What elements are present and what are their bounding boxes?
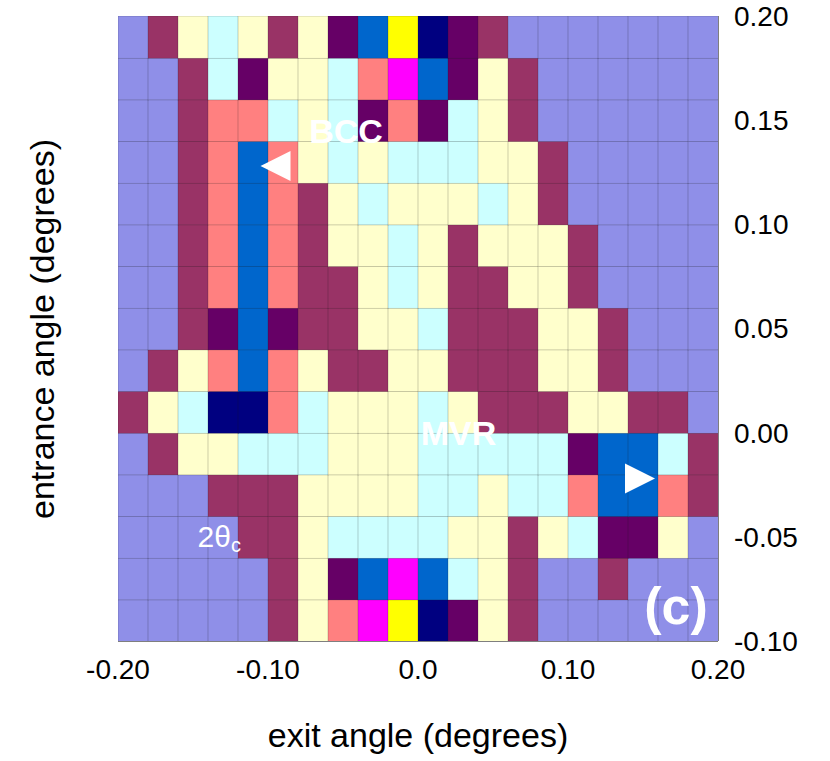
svg-text:-0.05: -0.05 [734,522,798,553]
svg-text:0.10: 0.10 [734,209,789,240]
svg-text:0.0: 0.0 [399,654,438,685]
svg-text:-0.20: -0.20 [86,654,150,685]
svg-text:0.15: 0.15 [734,105,789,136]
html-text:entrance angle (degrees): entrance angle (degrees) [22,138,61,519]
svg-text:0.10: 0.10 [541,654,596,685]
svg-text:exit angle (degrees): exit angle (degrees) [268,716,569,754]
svg-text:0.00: 0.00 [734,418,789,449]
svg-text:-0.10: -0.10 [734,626,798,657]
svg-text:(c): (c) [644,577,708,635]
svg-text:2θc: 2θc [198,520,241,556]
svg-text:0.20: 0.20 [734,1,789,32]
svg-text:BCC: BCC [309,112,383,150]
svg-text:0.05: 0.05 [734,313,789,344]
svg-text:0.20: 0.20 [691,654,746,685]
svg-text:-0.10: -0.10 [236,654,300,685]
svg-text:MVR: MVR [421,414,497,452]
